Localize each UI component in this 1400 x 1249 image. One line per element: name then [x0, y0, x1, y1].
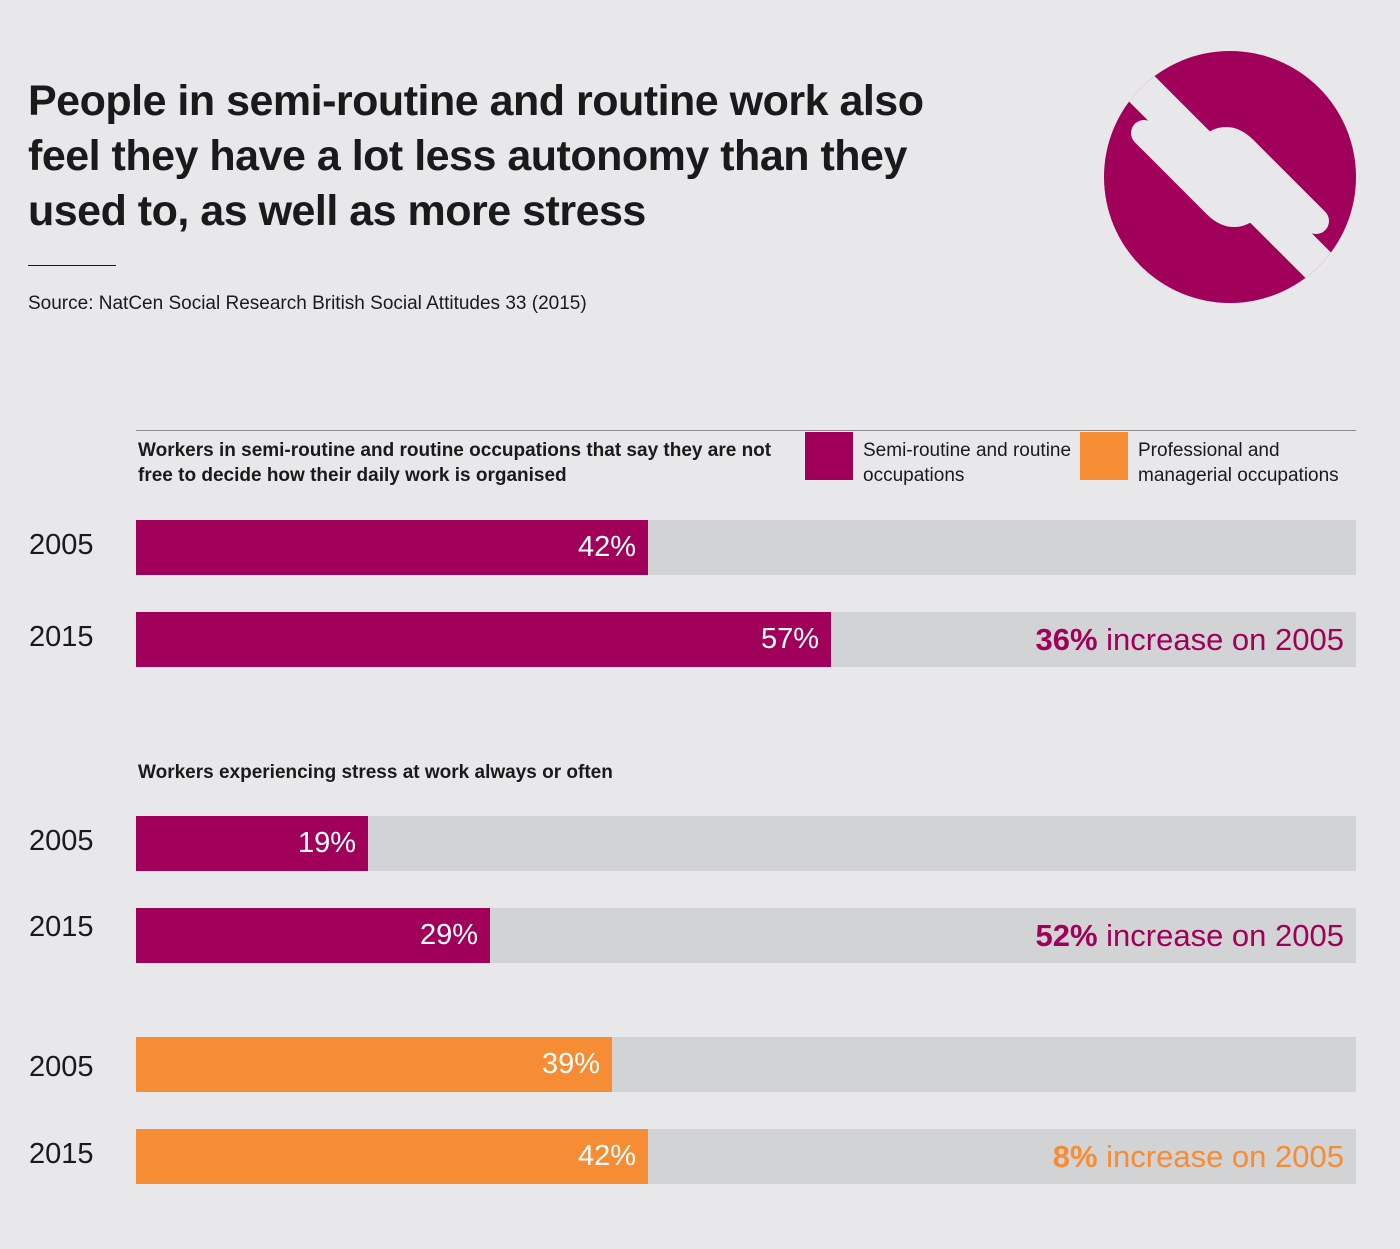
- increase-text: increase on 2005: [1097, 622, 1344, 657]
- header-divider: [136, 430, 1356, 431]
- bar-track: 19%: [136, 816, 1356, 871]
- year-label: 2015: [29, 911, 94, 943]
- chart-1-title: Workers in semi-routine and routine occu…: [138, 440, 772, 486]
- legend-label: Professional and managerial occupations: [1138, 440, 1339, 486]
- bar-value-label: 29%: [419, 919, 478, 951]
- bar-value-label: 57%: [760, 623, 819, 655]
- year-label: 2015: [29, 621, 94, 653]
- increase-percent: 8%: [1052, 1139, 1098, 1174]
- bar-value-label: 42%: [577, 1140, 636, 1172]
- increase-note: 52% increase on 2005: [1035, 908, 1344, 963]
- page-title: People in semi-routine and routine work …: [28, 77, 924, 235]
- bar-value-label: 42%: [577, 531, 636, 563]
- bar-value-label: 39%: [541, 1048, 600, 1080]
- bar: [136, 816, 368, 871]
- bar-track: 42% 8% increase on 2005: [136, 1129, 1356, 1184]
- bar-track: 29% 52% increase on 2005: [136, 908, 1356, 963]
- chart-2-title: Workers experiencing stress at work alwa…: [138, 762, 613, 783]
- bar: [136, 1037, 612, 1092]
- legend-swatch: [805, 432, 853, 480]
- year-label: 2015: [29, 1138, 94, 1170]
- increase-note: 8% increase on 2005: [1053, 1129, 1344, 1184]
- source-note: Source: NatCen Social Research British S…: [28, 293, 587, 314]
- bar: [136, 612, 831, 667]
- bar-value-label: 19%: [297, 827, 356, 859]
- legend-label: Semi-routine and routine occupations: [863, 440, 1072, 486]
- bar-track: 57% 36% increase on 2005: [136, 612, 1356, 667]
- bar-track: 42%: [136, 520, 1356, 575]
- increase-text: increase on 2005: [1097, 918, 1344, 953]
- increase-text: increase on 2005: [1097, 1139, 1344, 1174]
- increase-note: 36% increase on 2005: [1035, 612, 1344, 667]
- legend-swatch: [1080, 432, 1128, 480]
- year-label: 2005: [29, 1051, 94, 1083]
- bar: [136, 1129, 648, 1184]
- bar: [136, 908, 490, 963]
- bar: [136, 520, 648, 575]
- chain-link-logo-icon: [1104, 51, 1356, 303]
- bar-track: 39%: [136, 1037, 1356, 1092]
- increase-percent: 52%: [1035, 918, 1098, 953]
- year-label: 2005: [29, 825, 94, 857]
- title-divider: [28, 265, 116, 266]
- year-label: 2005: [29, 529, 94, 561]
- increase-percent: 36%: [1035, 622, 1098, 657]
